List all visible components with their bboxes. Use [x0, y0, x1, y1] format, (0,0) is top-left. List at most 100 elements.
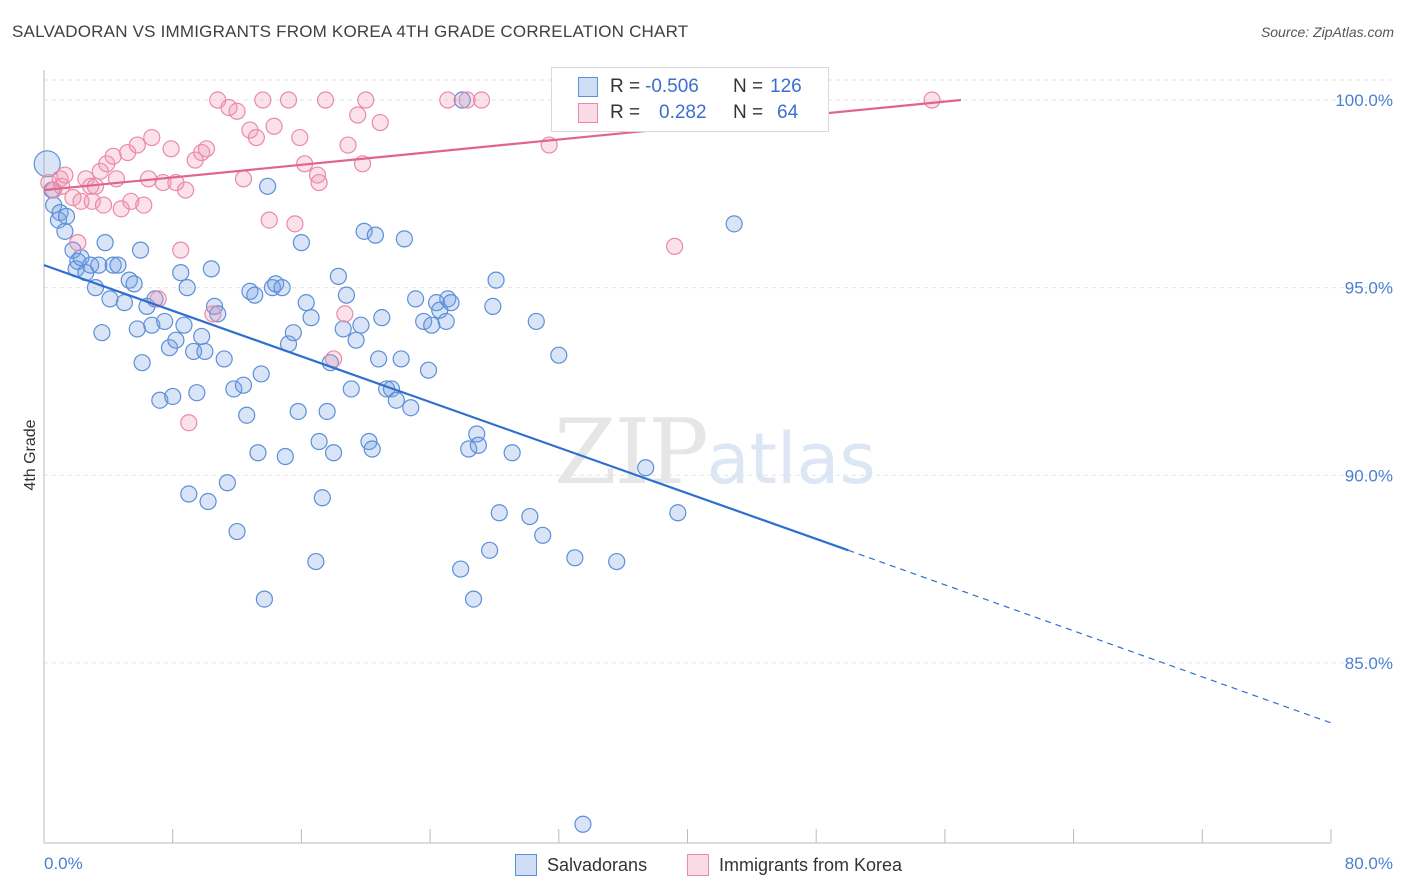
salvadoran-point — [402, 399, 420, 417]
salvadoran-point — [318, 402, 336, 421]
salvadoran-point — [93, 324, 111, 342]
salvadoran-point — [202, 260, 220, 278]
korea-point — [260, 211, 278, 229]
y-tick-label: 100.0% — [1335, 91, 1393, 110]
salvadoran-point — [297, 294, 315, 312]
salvadoran-point — [252, 365, 270, 383]
y-tick-label: 95.0% — [1345, 279, 1393, 298]
legend-swatch-pink — [578, 103, 598, 123]
salvadoran-point — [104, 256, 122, 274]
salvadoran-point — [574, 815, 592, 833]
y-tick-label: 90.0% — [1345, 466, 1393, 485]
salvadoran-point — [302, 309, 320, 327]
korea-point — [143, 128, 161, 147]
salvadoran-point — [366, 226, 385, 244]
salvadoran-point — [33, 150, 61, 178]
korea-point — [64, 188, 82, 207]
korea-point — [122, 192, 140, 210]
salvadoran-point — [337, 286, 356, 304]
legend-swatch-blue — [578, 77, 598, 97]
watermark-zip: ZIP — [554, 400, 709, 505]
salvadorans-label: Salvadorans — [547, 854, 648, 875]
salvadoran-point — [151, 391, 169, 409]
salvadoran-point — [238, 406, 256, 424]
salvadoran-point — [234, 376, 253, 394]
salvadoran-point — [215, 350, 233, 368]
korea-point — [53, 177, 71, 195]
salvadoran-point — [347, 331, 365, 349]
salvadoran-point — [56, 222, 74, 240]
salvadoran-point — [199, 492, 217, 511]
salvadoran-point — [521, 507, 539, 526]
salvadoran-point — [128, 320, 146, 338]
korea-point — [204, 305, 222, 323]
salvadoran-point — [167, 331, 185, 349]
salvadoran-point — [225, 380, 243, 398]
salvadoran-point — [273, 279, 291, 297]
salvadoran-point — [363, 440, 381, 458]
korea-point — [279, 91, 298, 109]
salvadoran-point — [460, 440, 478, 458]
salvadoran-point — [125, 275, 143, 293]
salvadoran-point — [313, 489, 331, 507]
korea-point — [349, 106, 367, 124]
salvadoran-point — [188, 384, 206, 402]
korea-swatch — [687, 854, 709, 876]
legend-n-label: N = — [733, 76, 764, 97]
salvadoran-point — [164, 387, 182, 406]
salvadoran-point — [550, 346, 568, 364]
salvadoran-point — [255, 590, 273, 608]
salvadoran-point — [355, 222, 373, 240]
salvadoran-point — [534, 526, 552, 544]
salvadoran-point — [387, 391, 405, 409]
salvadoran-point — [193, 327, 211, 346]
salvadoran-point — [608, 552, 626, 571]
salvadoran-point — [373, 309, 391, 327]
salvadoran-trend-extension — [848, 549, 1332, 724]
legend-r-label: R = — [610, 76, 641, 97]
korea-point — [247, 128, 265, 147]
salvadoran-point — [329, 267, 348, 285]
korea-point — [339, 136, 357, 154]
korea-point — [458, 91, 476, 109]
salvadoran-point — [669, 504, 687, 522]
trend-lines — [43, 98, 1332, 724]
grid-lines — [44, 79, 1391, 664]
axes — [43, 70, 1332, 844]
salvadoran-point — [209, 305, 227, 323]
salvadoran-point — [57, 207, 76, 225]
tick-labels: 85.0% 90.0% 95.0% 100.0% 0.0% 80.0% — [44, 91, 1393, 873]
korea-point — [228, 102, 246, 120]
salvadoran-point — [284, 324, 302, 342]
korea-point — [56, 166, 74, 184]
salvadoran-point — [175, 316, 193, 334]
legend-r-value: 0.282 — [659, 102, 707, 123]
korea-point — [371, 113, 389, 132]
salvadoran-point — [484, 297, 502, 316]
watermark-atlas: atlas — [706, 418, 876, 500]
korea-point — [310, 173, 328, 192]
korea-point — [234, 170, 253, 188]
korea-point — [357, 91, 375, 109]
salvadoran-point — [143, 316, 161, 334]
legend-n-label: N = — [733, 102, 764, 123]
salvadoran-point — [131, 241, 150, 259]
salvadoran-point — [292, 234, 310, 252]
salvadoran-point — [407, 290, 425, 308]
salvadoran-point — [276, 447, 294, 466]
korea-point — [265, 117, 283, 135]
salvadoran-point — [437, 312, 455, 331]
source-label: Source: ZipAtlas.com — [1260, 24, 1394, 40]
korea-point — [104, 147, 122, 165]
salvadoran-point — [289, 402, 307, 421]
korea-point — [69, 234, 87, 252]
salvadoran-point — [464, 590, 483, 608]
korea-point — [291, 128, 309, 147]
salvadoran-point — [423, 316, 441, 334]
salvadoran-point — [725, 215, 743, 233]
salvadoran-point — [392, 350, 410, 368]
legend-n-value: 64 — [777, 102, 799, 123]
salvadoran-point — [259, 177, 277, 195]
korea-point — [439, 91, 457, 109]
korea-label: Immigrants from Korea — [719, 854, 903, 875]
